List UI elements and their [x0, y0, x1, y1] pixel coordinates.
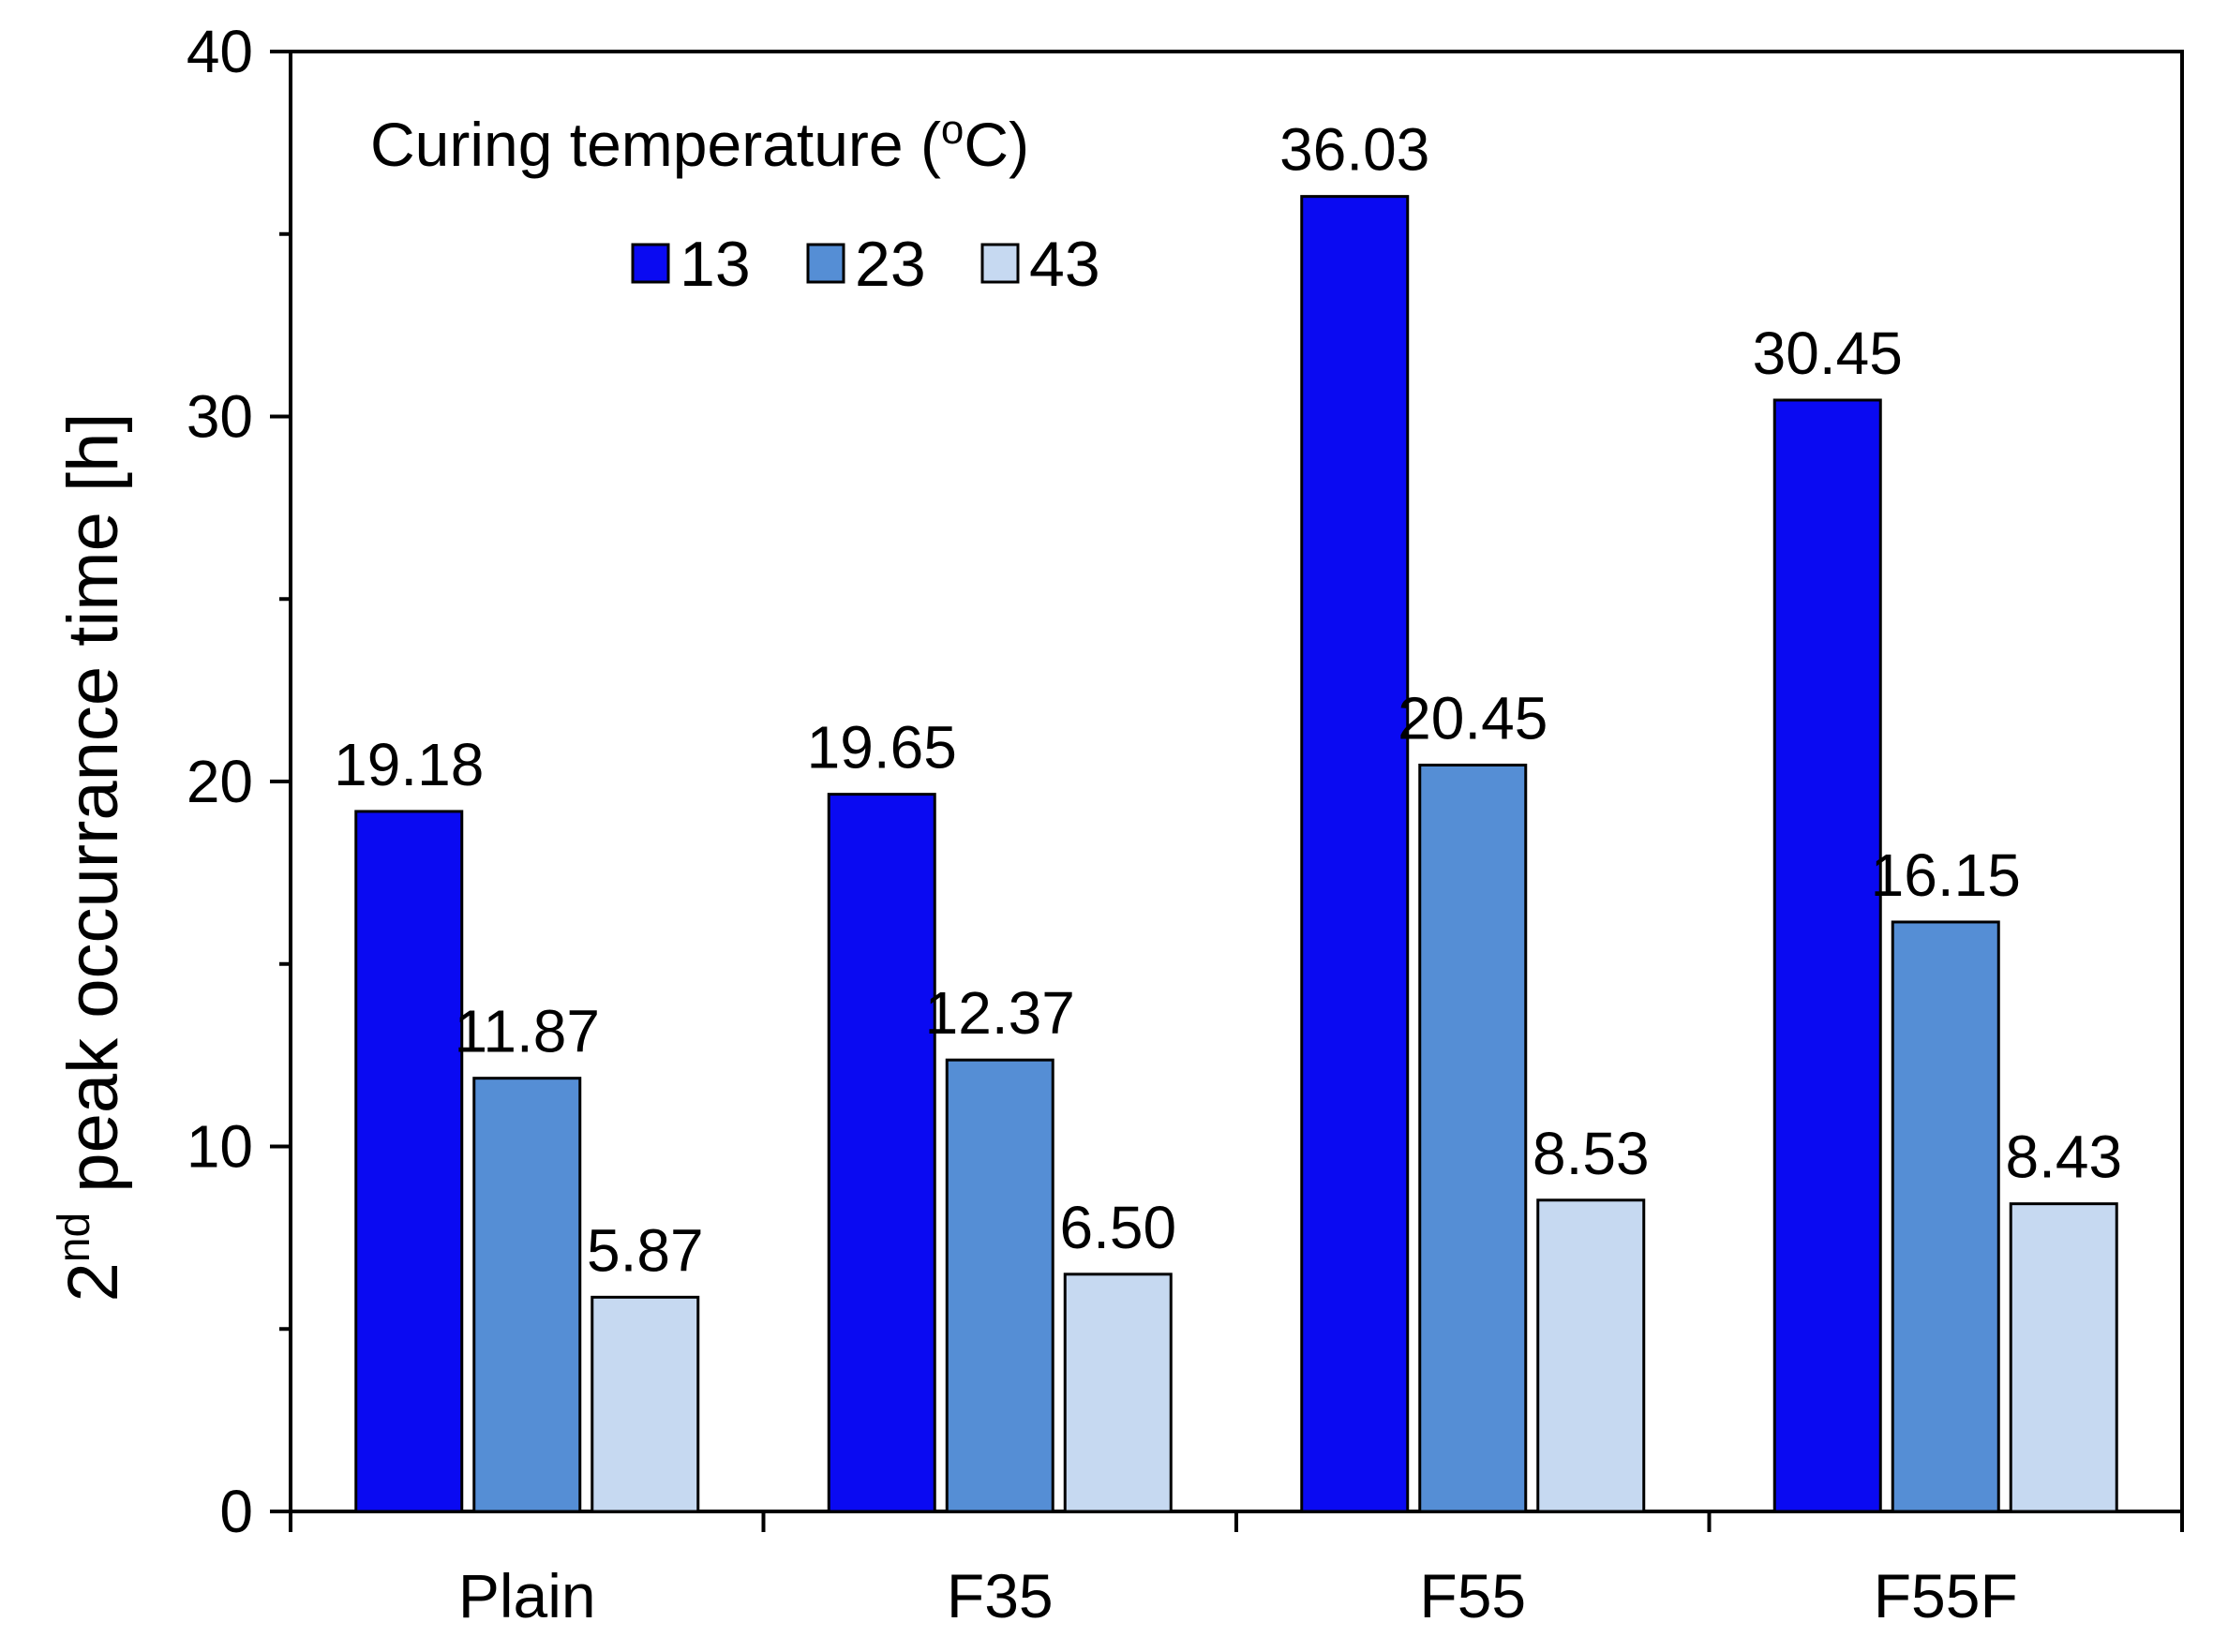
bar-f55-13	[1300, 195, 1410, 1513]
y-tick-label: 20	[187, 748, 253, 815]
bar-f35-23	[945, 1058, 1054, 1513]
legend-label-23: 23	[855, 229, 926, 300]
legend-title-superscript: o	[941, 107, 964, 153]
bar-plain-13	[354, 810, 464, 1513]
y-tick-label: 10	[187, 1113, 253, 1181]
legend-title-prefix: Curing temperature (	[370, 110, 941, 179]
data-label: 8.43	[2005, 1124, 2122, 1191]
legend-swatch-23	[806, 243, 845, 284]
plot-area: 0 10 20 30 40 Plain 19.18 11.87 5.87 F35 19.65 12.3…	[187, 18, 2184, 1630]
bar-f35-13	[827, 793, 936, 1513]
legend-swatch-43	[980, 243, 1020, 284]
data-label: 11.87	[455, 998, 600, 1065]
x-category-label: Plain	[458, 1561, 596, 1630]
legend-title: Curing temperature (oC)	[370, 107, 1029, 179]
data-label: 30.45	[1753, 320, 1903, 387]
data-label: 6.50	[1059, 1194, 1176, 1261]
y-axis-title-superscript: nd	[50, 1213, 99, 1262]
x-category-label: F55F	[1874, 1561, 2018, 1630]
data-label: 19.65	[807, 714, 957, 781]
y-axis-title: 2nd peak occurrance time [h]	[50, 413, 133, 1302]
data-label: 12.37	[925, 979, 1075, 1047]
legend-title-suffix: C)	[964, 110, 1029, 179]
legend-swatch-13	[631, 243, 670, 284]
x-category-label: F55	[1419, 1561, 1526, 1630]
bar-plain-23	[472, 1077, 582, 1513]
y-tick-label: 40	[187, 18, 253, 85]
data-label: 5.87	[587, 1216, 704, 1284]
bar-f35-43	[1063, 1272, 1173, 1513]
bar-f55f-23	[1891, 920, 2000, 1513]
legend-label-43: 43	[1029, 229, 1100, 300]
bar-f55-43	[1536, 1198, 1646, 1513]
legend-items: 13 23 43	[631, 229, 1100, 300]
data-label: 8.53	[1533, 1120, 1650, 1187]
data-label: 16.15	[1871, 841, 2021, 909]
data-label: 36.03	[1279, 116, 1429, 184]
y-tick-label: 30	[187, 383, 253, 451]
x-category-label: F35	[947, 1561, 1054, 1630]
legend: Curing temperature (oC) 13 23 43	[370, 107, 1100, 300]
data-label: 20.45	[1398, 684, 1548, 752]
data-label: 19.18	[334, 731, 484, 798]
y-tick-label: 0	[219, 1478, 253, 1545]
bar-f55f-13	[1772, 398, 1882, 1513]
legend-label-13: 13	[680, 229, 751, 300]
y-axis-title-rest: peak occurrance time [h]	[53, 413, 133, 1213]
y-axis-title-base: 2	[53, 1262, 133, 1302]
bar-f55f-43	[2009, 1202, 2118, 1513]
bar-plain-43	[591, 1295, 700, 1513]
bar-f55-23	[1418, 763, 1528, 1513]
